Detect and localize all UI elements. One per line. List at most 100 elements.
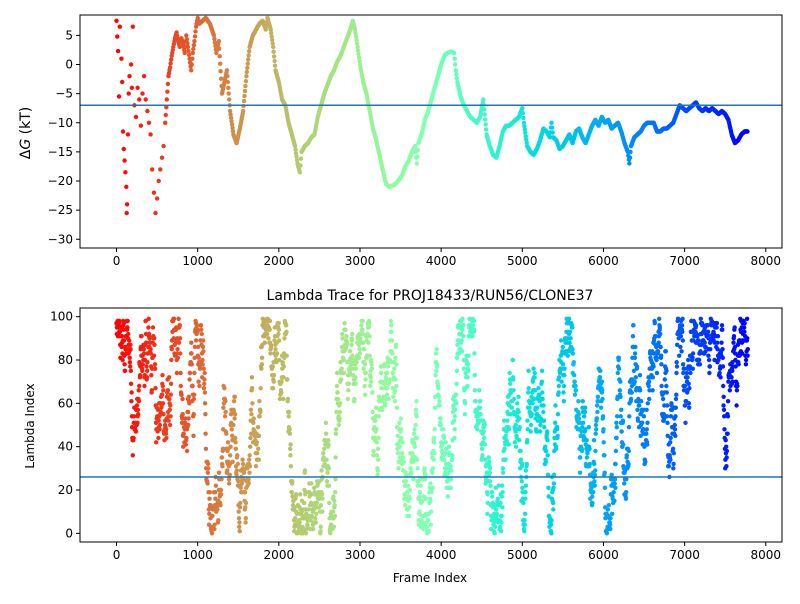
bottom-data-point: [593, 468, 598, 473]
bottom-data-point: [566, 316, 572, 321]
top-data-point: [270, 37, 275, 43]
bottom-data-point: [411, 477, 416, 482]
bottom-data-point: [248, 435, 253, 441]
bottom-data-point: [232, 394, 237, 399]
bottom-data-point: [658, 331, 663, 337]
bottom-data-point: [448, 485, 453, 490]
top-data-point: [453, 68, 458, 73]
bottom-data-point: [444, 466, 449, 471]
bottom-data-point: [539, 368, 545, 373]
top-data-point: [184, 37, 190, 42]
bottom-data-point: [152, 362, 158, 367]
bottom-data-point: [353, 366, 358, 371]
bottom-data-point: [255, 425, 261, 430]
bottom-data-point: [360, 331, 366, 337]
bottom-data-point: [268, 344, 274, 350]
top-data-point: [128, 62, 134, 67]
bottom-data-point: [654, 370, 660, 376]
bottom-data-point: [743, 362, 749, 367]
top-data-point: [141, 74, 147, 79]
bottom-data-point: [745, 336, 750, 341]
bottom-data-point: [420, 522, 426, 527]
bottom-data-point: [189, 362, 194, 367]
bottom-data-point: [555, 412, 561, 417]
bottom-data-point: [560, 362, 566, 367]
bottom-data-point: [498, 500, 503, 506]
top-data-point: [269, 30, 274, 36]
bottom-data-point: [180, 416, 185, 421]
bottom-data-point: [366, 325, 371, 330]
bottom-data-point: [686, 401, 692, 406]
bottom-data-point: [249, 375, 255, 380]
bottom-data-point: [531, 396, 537, 402]
bottom-data-point: [705, 323, 710, 328]
bottom-data-point: [488, 466, 493, 471]
bottom-data-point: [250, 401, 255, 406]
bottom-data-point: [383, 403, 388, 408]
top-data-point: [116, 94, 122, 99]
bottom-data-point: [203, 412, 208, 417]
bottom-data-point: [369, 366, 375, 371]
bottom-data-point: [175, 355, 181, 360]
bottom-data-point: [705, 329, 711, 334]
bottom-data-point: [183, 416, 188, 421]
bottom-data-point: [706, 353, 711, 358]
top-data-point: [127, 74, 132, 79]
bottom-data-point: [224, 431, 229, 436]
top-data-point: [133, 114, 139, 120]
top-data-point: [354, 41, 360, 46]
bottom-data-point: [721, 383, 726, 389]
bottom-data-point: [236, 509, 241, 514]
bottom-data-point: [144, 375, 150, 380]
bottom-data-point: [555, 425, 560, 430]
bottom-data-point: [489, 490, 495, 495]
top-data-point: [191, 42, 197, 48]
bottom-x-tick-label: 1000: [182, 548, 213, 562]
bottom-data-point: [572, 392, 578, 397]
bottom-data-point: [145, 360, 150, 365]
bottom-data-point: [185, 409, 191, 415]
top-data-point: [124, 184, 129, 189]
bottom-data-point: [237, 529, 242, 534]
bottom-data-point: [724, 464, 729, 469]
top-data-point: [121, 146, 127, 152]
bottom-data-point: [673, 433, 678, 438]
bottom-data-point: [600, 388, 605, 393]
top-data-point: [143, 97, 148, 102]
bottom-data-point: [608, 526, 613, 532]
top-data-point: [627, 155, 633, 160]
top-data-point: [293, 150, 299, 156]
bottom-data-point: [149, 373, 154, 378]
bottom-data-point: [613, 448, 619, 454]
bottom-data-point: [202, 401, 208, 406]
bottom-y-tick-label: 60: [58, 396, 73, 410]
bottom-data-point: [682, 383, 688, 389]
bottom-data-point: [256, 446, 261, 451]
bottom-data-point: [664, 368, 669, 373]
bottom-data-point: [339, 366, 344, 371]
bottom-data-point: [452, 418, 457, 423]
bottom-data-point: [437, 403, 442, 408]
bottom-data-point: [323, 431, 329, 436]
top-data-point: [353, 34, 359, 39]
bottom-data-point: [413, 407, 419, 412]
bottom-data-point: [318, 503, 324, 508]
bottom-data-point: [503, 433, 508, 438]
bottom-data-point: [511, 377, 516, 382]
top-data-point: [524, 140, 529, 145]
bottom-data-point: [232, 412, 238, 417]
bottom-data-point: [239, 481, 245, 486]
bottom-data-point: [241, 468, 247, 473]
bottom-data-point: [597, 375, 603, 380]
bottom-data-point: [613, 461, 618, 467]
bottom-data-point: [187, 377, 192, 382]
bottom-data-point: [670, 446, 676, 451]
bottom-data-point: [720, 355, 725, 360]
bottom-data-point: [212, 490, 218, 495]
bottom-data-point: [366, 340, 371, 345]
bottom-data-point: [289, 490, 294, 495]
bottom-data-point: [538, 429, 543, 434]
lambda-panel: Lambda Trace for PROJ18433/RUN56/CLONE37…: [23, 288, 783, 585]
bottom-data-point: [745, 353, 750, 358]
top-data-point: [244, 74, 249, 79]
